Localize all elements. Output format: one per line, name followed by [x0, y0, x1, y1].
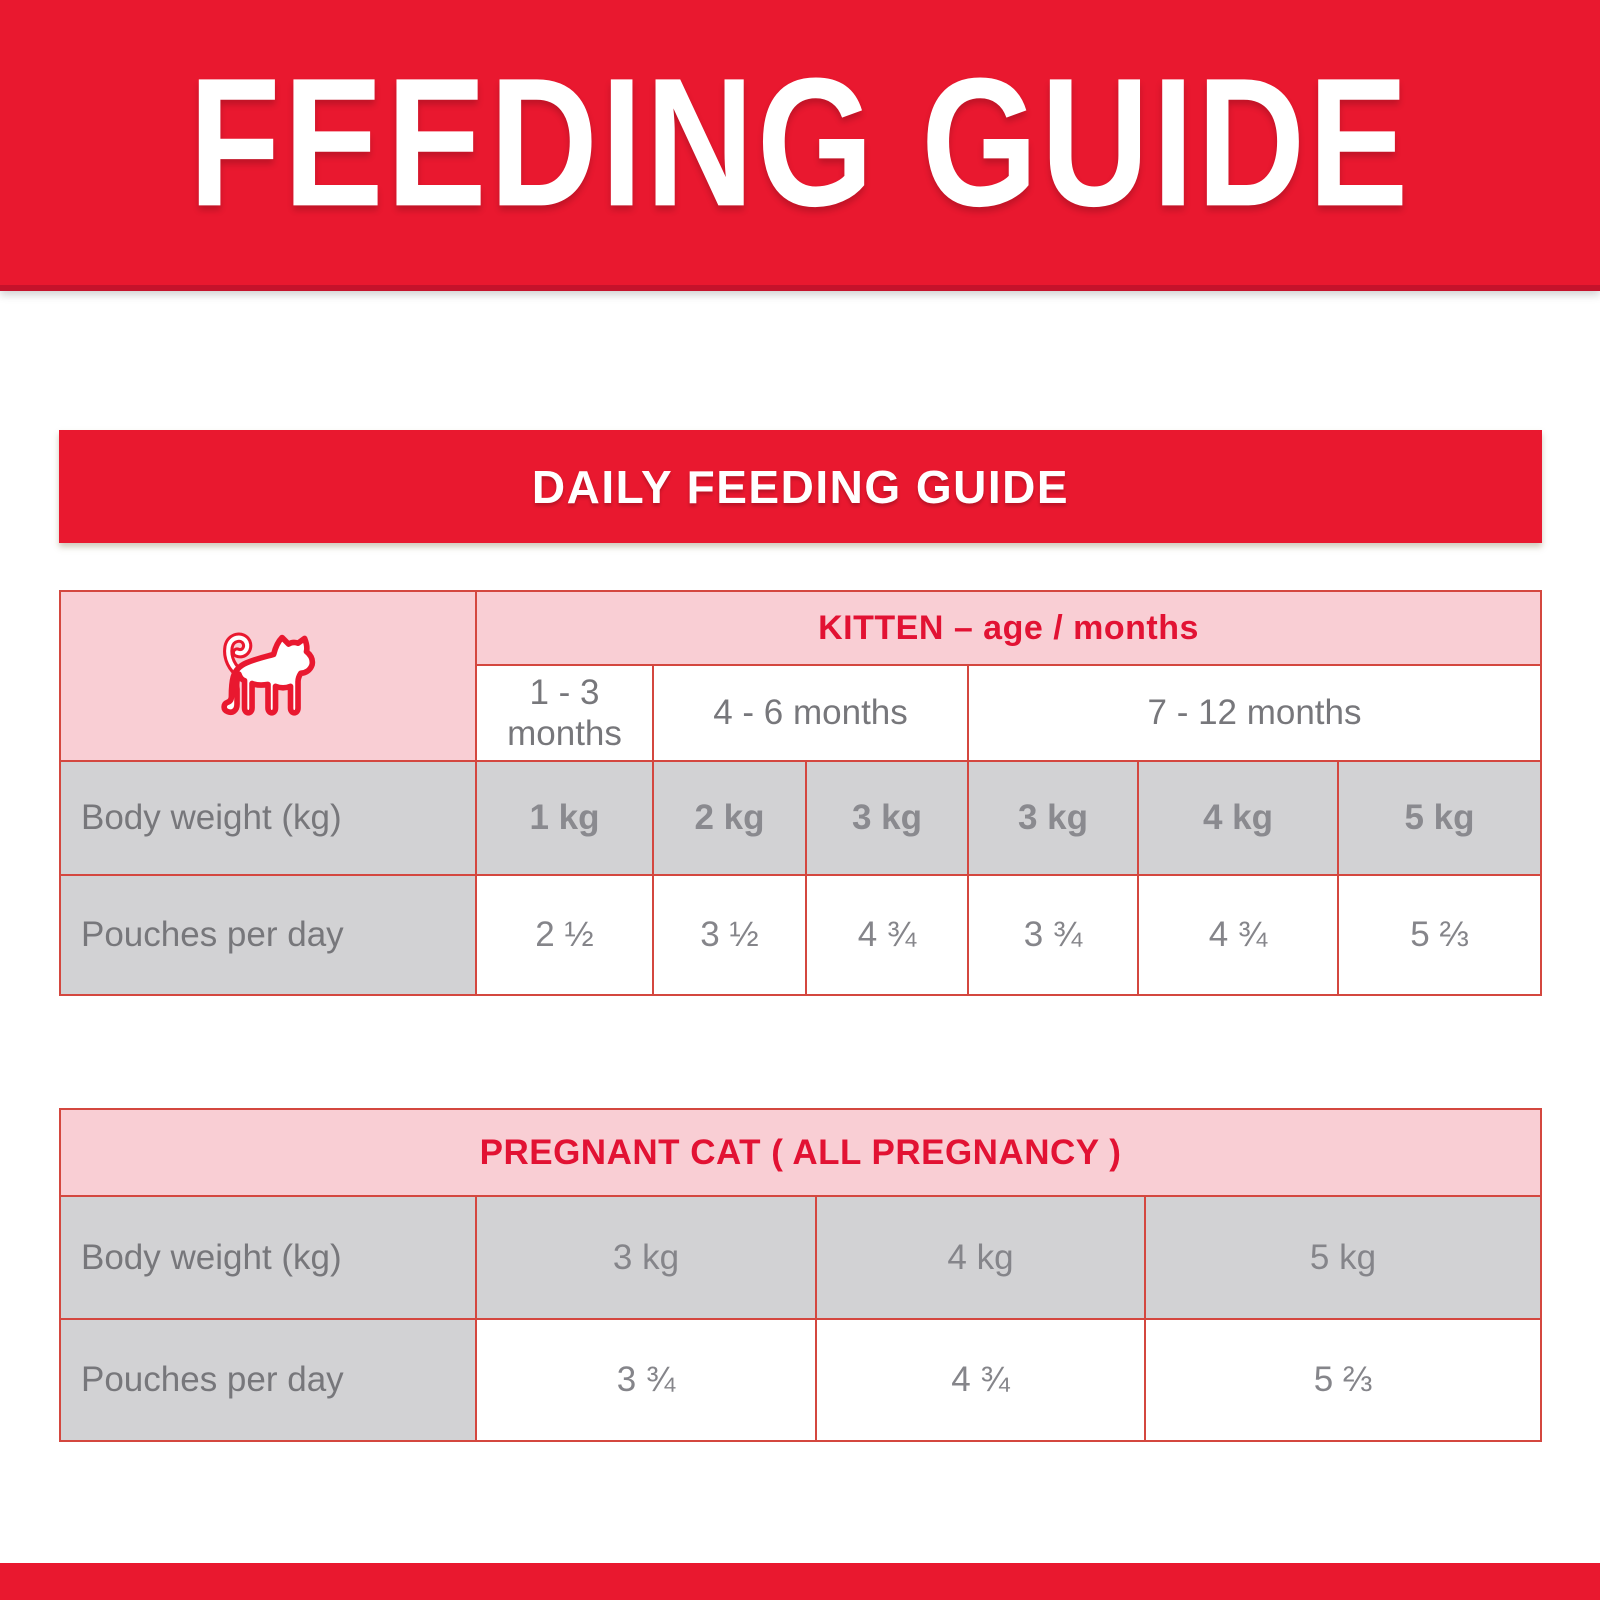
kitten-pouches-value: 2 ½	[477, 876, 654, 996]
pregnant-pouches-label: Pouches per day	[59, 1320, 477, 1442]
kitten-pouches-value: 3 ½	[654, 876, 807, 996]
age-group-4-6-months: 4 - 6 months	[654, 666, 969, 762]
page-title: FEEDING GUIDE	[188, 39, 1412, 245]
kitten-pouches-label: Pouches per day	[59, 876, 477, 996]
pregnant-pouches-value: 5 ⅔	[1146, 1320, 1542, 1442]
pregnant-header-label: PREGNANT CAT ( ALL PREGNANCY )	[479, 1132, 1122, 1172]
kitten-body-weight-value: 3 kg	[807, 762, 969, 876]
kitten-feeding-table: KITTEN – age / months 1 - 3 months 4 - 6…	[59, 590, 1542, 996]
pregnant-body-weight-value: 3 kg	[477, 1197, 817, 1320]
kitten-body-weight-value: 5 kg	[1339, 762, 1542, 876]
pregnant-body-weight-label: Body weight (kg)	[59, 1197, 477, 1320]
kitten-pouches-value: 4 ¾	[1139, 876, 1339, 996]
daily-feeding-guide-bar: DAILY FEEDING GUIDE	[59, 430, 1542, 543]
age-group-1-3-months: 1 - 3 months	[477, 666, 654, 762]
kitten-pouches-value: 5 ⅔	[1339, 876, 1542, 996]
kitten-pouches-value: 4 ¾	[807, 876, 969, 996]
pregnant-cat-feeding-table: PREGNANT CAT ( ALL PREGNANCY ) Body weig…	[59, 1108, 1542, 1442]
pregnant-table-header: PREGNANT CAT ( ALL PREGNANCY )	[59, 1108, 1542, 1197]
section-title: DAILY FEEDING GUIDE	[531, 460, 1070, 513]
pregnant-body-weight-value: 4 kg	[817, 1197, 1146, 1320]
bottom-red-strip	[0, 1563, 1600, 1600]
cat-icon-cell	[59, 590, 477, 762]
pregnant-pouches-value: 4 ¾	[817, 1320, 1146, 1442]
pregnant-pouches-value: 3 ¾	[477, 1320, 817, 1442]
feeding-guide-banner: FEEDING GUIDE	[0, 0, 1600, 291]
kitten-body-weight-value: 3 kg	[969, 762, 1139, 876]
kitten-body-weight-value: 4 kg	[1139, 762, 1339, 876]
kitten-header-label: KITTEN – age / months	[818, 608, 1199, 647]
kitten-body-weight-label: Body weight (kg)	[59, 762, 477, 876]
pregnant-body-weight-value: 5 kg	[1146, 1197, 1542, 1320]
cat-icon	[221, 632, 316, 716]
age-group-7-12-months: 7 - 12 months	[969, 666, 1542, 762]
kitten-body-weight-value: 1 kg	[477, 762, 654, 876]
kitten-body-weight-value: 2 kg	[654, 762, 807, 876]
kitten-pouches-value: 3 ¾	[969, 876, 1139, 996]
kitten-table-header: KITTEN – age / months	[477, 590, 1542, 666]
